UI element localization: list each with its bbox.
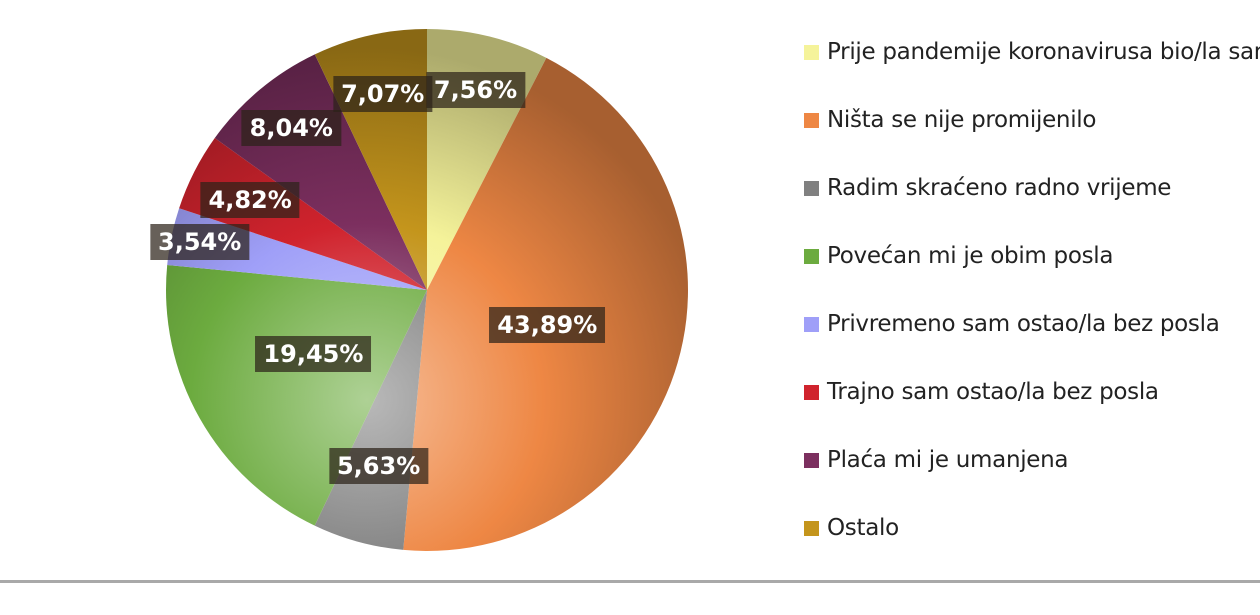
legend-label: Ništa se nije promijenilo [827, 107, 1097, 133]
pie-slice [403, 57, 688, 551]
legend-label: Ostalo [827, 515, 899, 541]
pie-slice [314, 290, 427, 550]
data-label: 8,04% [241, 109, 341, 146]
data-label: 7,56% [425, 71, 526, 108]
legend-label: Povećan mi je obim posla [827, 243, 1114, 269]
legend-item: Ništa se nije promijenilo [804, 86, 1260, 154]
data-label: 19,45% [255, 336, 372, 373]
divider-line [0, 580, 1260, 583]
legend-swatch [804, 384, 819, 400]
data-label: 7,07% [333, 75, 433, 112]
legend-item: Ostalo [804, 494, 1260, 562]
legend-swatch [804, 180, 819, 196]
data-label: 5,63% [328, 448, 429, 485]
legend-swatch [804, 316, 819, 332]
pie-slice [166, 264, 428, 526]
pie-chart [166, 29, 688, 551]
data-label: 43,89% [489, 306, 606, 343]
legend-swatch [804, 44, 819, 60]
legend-label: Prije pandemije koronavirusa bio/la sam … [827, 39, 1260, 65]
legend-swatch [804, 520, 819, 536]
data-label: 3,54% [150, 224, 250, 261]
legend-item: Privremeno sam ostao/la bez posla [804, 290, 1260, 358]
legend-swatch [804, 112, 819, 128]
legend-item: Prije pandemije koronavirusa bio/la sam … [804, 18, 1260, 86]
legend-label: Privremeno sam ostao/la bez posla [827, 311, 1220, 337]
legend-item: Radim skraćeno radno vrijeme [804, 154, 1260, 222]
legend: Prije pandemije koronavirusa bio/la sam … [804, 36, 1260, 580]
legend-swatch [804, 452, 819, 468]
legend-item: Plaća mi je umanjena [804, 426, 1260, 494]
pie-slice [179, 138, 427, 290]
legend-label: Plaća mi je umanjena [827, 447, 1069, 473]
data-label: 4,82% [200, 182, 300, 219]
legend-swatch [804, 248, 819, 264]
legend-label: Radim skraćeno radno vrijeme [827, 175, 1172, 201]
legend-item: Trajno sam ostao/la bez posla [804, 358, 1260, 426]
legend-item: Povećan mi je obim posla [804, 222, 1260, 290]
legend-label: Trajno sam ostao/la bez posla [827, 379, 1159, 405]
